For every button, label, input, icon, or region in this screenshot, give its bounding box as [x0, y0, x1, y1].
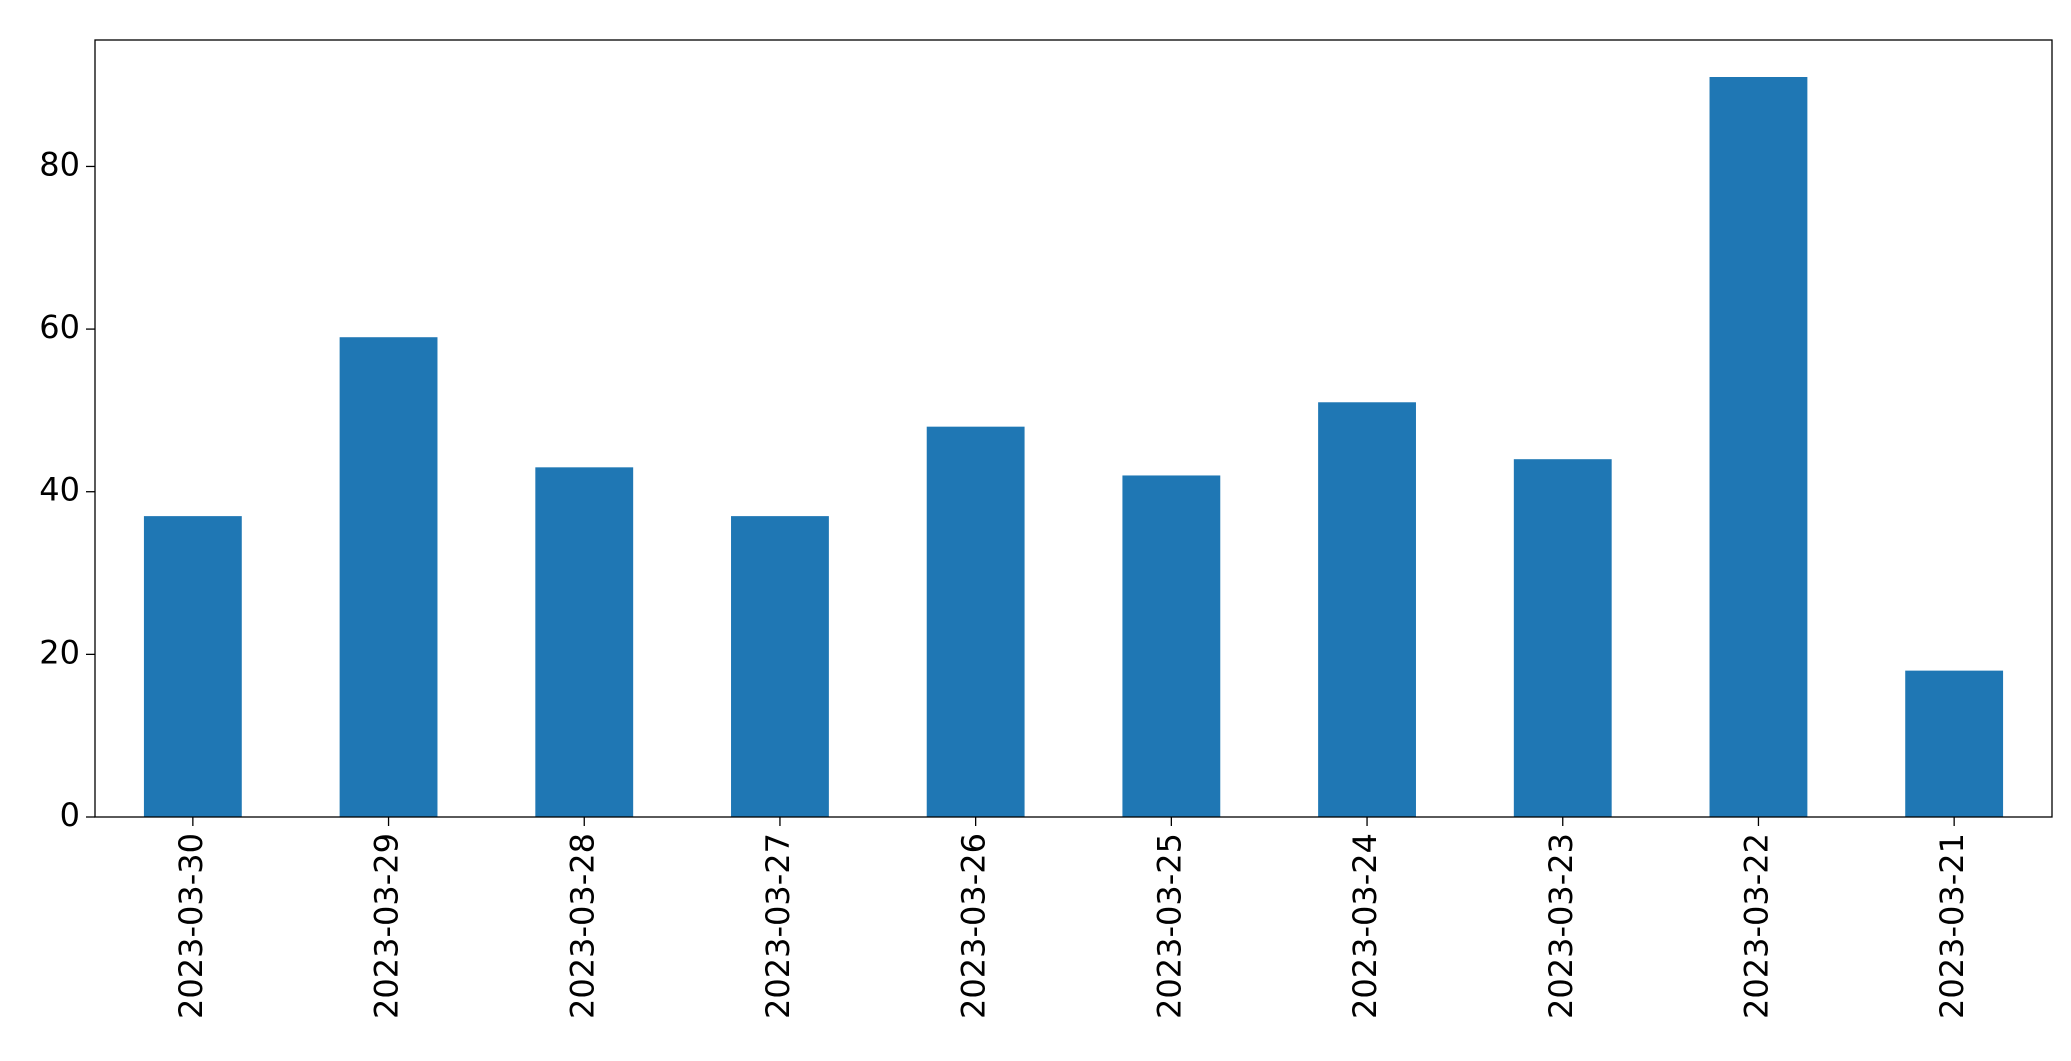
- x-tick-label: 2023-03-26: [955, 833, 993, 1019]
- x-tick-label: 2023-03-23: [1542, 833, 1580, 1019]
- bar: [339, 337, 438, 817]
- bar: [1513, 459, 1612, 817]
- y-tick-label: 0: [60, 796, 80, 834]
- bar: [926, 426, 1025, 817]
- x-tick-label: 2023-03-25: [1150, 833, 1188, 1019]
- bar: [535, 467, 634, 817]
- bar: [143, 516, 242, 817]
- bar: [1709, 77, 1808, 817]
- bar: [1905, 670, 2004, 817]
- x-tick-label: 2023-03-21: [1933, 833, 1971, 1019]
- x-tick-label: 2023-03-30: [172, 833, 210, 1019]
- bar: [1122, 475, 1221, 817]
- x-tick-label: 2023-03-24: [1346, 833, 1384, 1019]
- plot-frame: [94, 39, 2053, 818]
- x-tick-label: 2023-03-29: [368, 833, 406, 1019]
- x-tick-label: 2023-03-28: [563, 833, 601, 1019]
- x-tick-label: 2023-03-22: [1737, 833, 1775, 1019]
- y-tick-label: 80: [39, 145, 80, 183]
- y-tick-label: 60: [39, 308, 80, 346]
- bar: [731, 516, 829, 817]
- y-tick-label: 20: [39, 633, 80, 671]
- y-tick-label: 40: [39, 471, 80, 509]
- x-tick-label: 2023-03-27: [759, 833, 797, 1019]
- bar: [1318, 402, 1416, 817]
